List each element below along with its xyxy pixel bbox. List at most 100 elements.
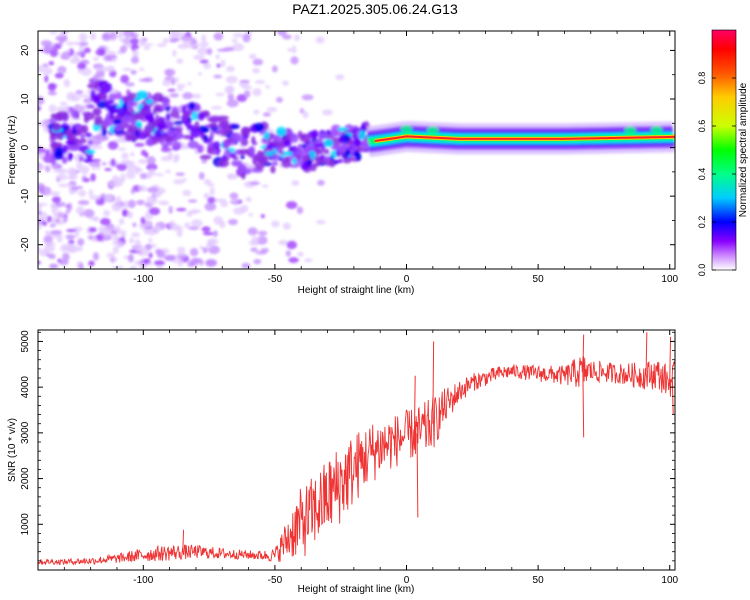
snr-frame [37,329,676,571]
signal-blob [238,148,250,156]
noise-blob [115,225,121,235]
noise-blob [321,109,333,116]
noise-blob [75,89,84,95]
noise-blob [38,182,46,191]
signal-blob [323,156,330,161]
signal-blob [330,145,343,150]
noise-blob [213,74,223,79]
y-tick-label: 2000 [20,467,31,490]
signal-blob [321,132,327,140]
signal-blob [237,164,245,175]
noise-blob [302,110,309,119]
signal-blob [94,118,101,126]
noise-blob [49,48,58,58]
noise-blob [189,248,199,257]
noise-blob [123,200,129,210]
signal-blob [253,122,265,132]
signal-blob [276,126,287,137]
noise-blob [91,145,103,150]
noise-blob [144,226,154,230]
signal-blob [144,124,156,133]
y-tick-label: 0 [20,144,31,150]
snr-series-line [38,356,675,566]
signal-blob [138,108,149,116]
noise-blob [271,220,280,228]
signal-blob [121,114,133,125]
snr-x-ticks: -100 -50 0 50 100 [37,330,679,586]
noise-blob [38,164,47,170]
noise-blob [138,185,147,192]
noise-blob [144,151,149,159]
noise-blob [213,216,224,225]
noise-blob [110,158,116,167]
spectral-ridge-line [374,135,675,142]
signal-blob [299,133,312,143]
noise-blob [79,44,84,54]
signal-blob [125,124,135,129]
noise-blob [38,260,41,265]
noise-blob [160,156,173,162]
noise-blob [286,240,298,250]
noise-blob [233,207,245,215]
x-tick-label: -100 [133,274,153,285]
signal-blob [337,127,349,132]
signal-blob [201,128,210,133]
noise-blob [146,171,152,179]
noise-blob [129,237,135,244]
signal-blob [157,120,167,130]
noise-blob [154,226,160,234]
noise-blob [220,200,229,208]
noise-blob [55,165,62,169]
noise-blob [216,63,221,68]
noise-blob [232,43,245,52]
noise-blob [95,48,106,56]
signal-blob [196,112,206,121]
noise-blob [206,48,213,56]
noise-blob [38,120,47,127]
noise-blob [181,144,190,150]
signal-blob [126,102,132,110]
signal-blob [342,158,352,164]
signal-blob [272,134,280,143]
noise-blob [70,186,79,191]
noise-blob [213,32,224,41]
signal-blob [283,156,290,164]
signal-blob [71,124,76,132]
y-tick-label: -20 [20,237,31,252]
signal-blob [165,106,171,112]
noise-blob [203,192,210,199]
noise-blob [169,220,176,230]
signal-blob [288,163,300,168]
snr-spike [645,332,648,376]
noise-blob [199,245,204,250]
noise-blob [103,209,111,217]
noise-blob [250,247,258,252]
noise-blob [266,107,278,113]
noise-blob [66,41,74,46]
x-tick-label: 0 [404,274,410,285]
noise-blob [88,227,97,233]
noise-blob [278,239,289,246]
signal-blob [165,121,174,127]
signal-blob [257,150,264,156]
noise-blob [53,210,65,220]
signal-blob [188,101,196,111]
noise-blob [92,56,100,61]
noise-blob [163,254,176,262]
x-tick-label: -100 [133,575,153,586]
noise-blob [199,59,209,64]
noise-blob [111,202,123,212]
noise-blob [136,199,145,206]
noise-blob [282,222,291,230]
noise-blob [135,244,145,253]
noise-blob [38,105,41,111]
noise-blob [65,105,70,114]
noise-blob [98,225,107,234]
noise-blob [51,205,57,214]
signal-blob [271,161,279,166]
signal-blob [136,90,148,100]
signal-blob [92,107,102,116]
signal-blob [70,109,78,119]
signal-blob [65,140,76,146]
noise-blob [88,195,101,200]
